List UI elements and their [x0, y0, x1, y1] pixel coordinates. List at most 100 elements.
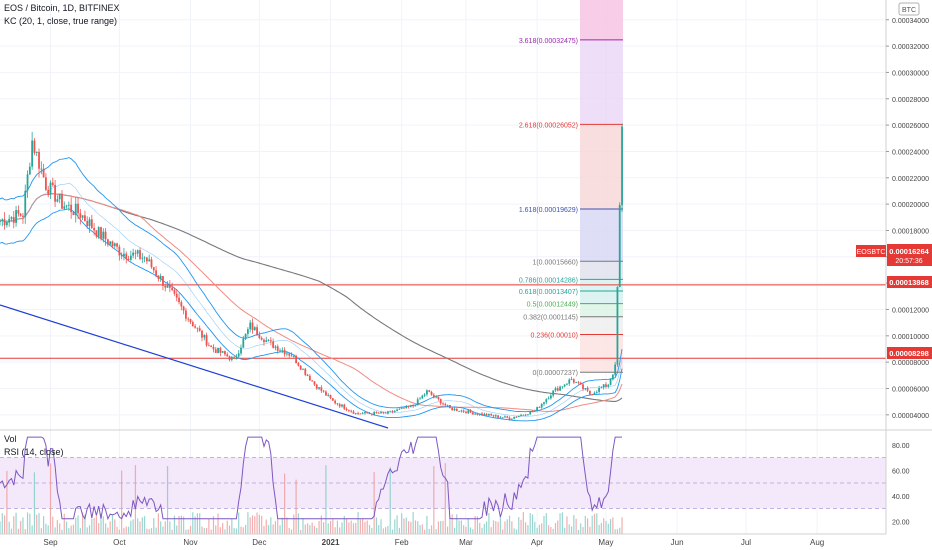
candle	[134, 249, 137, 260]
volume-bar	[173, 515, 176, 534]
candle	[136, 249, 139, 257]
currency-badge-box[interactable]	[898, 2, 920, 16]
price-tick-label: 0.00004000	[892, 413, 929, 420]
candle-body	[168, 285, 171, 288]
volume-bar	[550, 527, 552, 534]
candle	[150, 256, 153, 269]
candle-body	[320, 387, 323, 391]
candle-body	[178, 297, 180, 303]
volume-bar	[295, 479, 297, 534]
candle-body	[152, 267, 155, 271]
candle	[63, 201, 66, 210]
candle	[382, 411, 385, 415]
volume-bar	[219, 527, 221, 534]
volume-bar	[359, 519, 361, 534]
volume-bar	[341, 522, 343, 534]
price-axis[interactable]: 0.00034000 0.00032000 0.00030000 0.00028000…	[886, 18, 929, 420]
candle-body	[595, 391, 598, 393]
volume-bar	[589, 526, 591, 534]
candle	[56, 195, 59, 203]
candle-body	[95, 230, 98, 237]
candle	[506, 415, 509, 419]
kc-indicator-label[interactable]: KC (20, 1, close, true range)	[4, 16, 117, 26]
volume-bar	[389, 467, 391, 534]
candle	[224, 350, 226, 357]
candle-body	[219, 347, 222, 353]
candle	[435, 394, 438, 399]
volume-bar	[433, 466, 435, 534]
candle-body	[469, 410, 472, 413]
candle-body	[471, 412, 474, 415]
volume-bar	[176, 525, 178, 534]
candle-body	[566, 383, 568, 385]
candle	[143, 256, 146, 263]
symbol-title[interactable]: EOS / Bitcoin, 1D, BITFINEX	[4, 3, 120, 13]
candle	[591, 393, 594, 396]
candle-body	[42, 168, 45, 178]
volume-bar	[598, 524, 600, 534]
candle-body	[428, 390, 431, 392]
volume-bar	[385, 527, 387, 534]
volume-bar	[348, 522, 350, 534]
candle-body	[146, 257, 148, 262]
time-tick-label: Dec	[252, 538, 266, 547]
volume-bar	[22, 517, 24, 534]
candle-body	[618, 205, 621, 288]
candle-body	[455, 408, 458, 411]
fib-zone	[580, 303, 623, 317]
candle-body	[504, 416, 506, 418]
price-tick-label: 0.00024000	[892, 149, 929, 156]
candle-body	[292, 355, 295, 357]
candle-body	[102, 231, 105, 239]
candle	[267, 339, 270, 342]
volume-bar	[366, 520, 368, 534]
rsi-tick-label: 40.00	[892, 494, 910, 501]
candle	[428, 389, 431, 393]
volume-bar	[320, 515, 322, 534]
volume-bar	[387, 525, 389, 534]
candle-body	[269, 340, 272, 342]
candle-body	[474, 413, 477, 415]
volume-bar	[570, 526, 573, 534]
candle	[589, 390, 591, 396]
volume-bar	[520, 519, 522, 534]
candle	[331, 398, 334, 401]
candle	[531, 410, 534, 413]
candle-body	[237, 353, 240, 357]
candle-body	[453, 408, 456, 411]
candle	[159, 273, 162, 282]
candle	[334, 399, 337, 405]
volume-bar	[40, 528, 42, 534]
volume-bar	[401, 513, 403, 534]
candle	[577, 381, 580, 385]
candle	[510, 418, 513, 420]
candle	[127, 255, 130, 262]
candle-body	[109, 241, 112, 245]
candle-body	[409, 405, 412, 407]
vol-label[interactable]: Vol	[4, 434, 17, 444]
candle	[329, 394, 332, 400]
volume-bar	[490, 527, 492, 534]
candle-body	[74, 203, 77, 216]
candle-body	[67, 204, 70, 206]
candle	[116, 242, 118, 250]
time-axis[interactable]: Sep Oct Nov Dec 2021 Feb Mar Apr May Jun Jul Aug	[43, 538, 824, 547]
candle	[368, 411, 371, 415]
candle	[51, 177, 54, 187]
volume-bar	[43, 516, 45, 534]
volume-bar	[274, 521, 277, 534]
candle-body	[8, 218, 11, 223]
candle-body	[54, 184, 56, 202]
volume-bar	[38, 513, 40, 534]
volume-bar	[137, 518, 139, 534]
volume-bar	[201, 526, 203, 534]
volume-bar	[65, 521, 68, 534]
volume-bar	[258, 514, 260, 534]
volume-bar	[304, 524, 306, 534]
volume-bar	[270, 517, 272, 534]
volume-bar	[109, 521, 111, 534]
candle-body	[290, 355, 293, 357]
rsi-label[interactable]: RSI (14, close)	[4, 447, 64, 457]
level-label-upper: 0.00013868	[887, 276, 932, 288]
